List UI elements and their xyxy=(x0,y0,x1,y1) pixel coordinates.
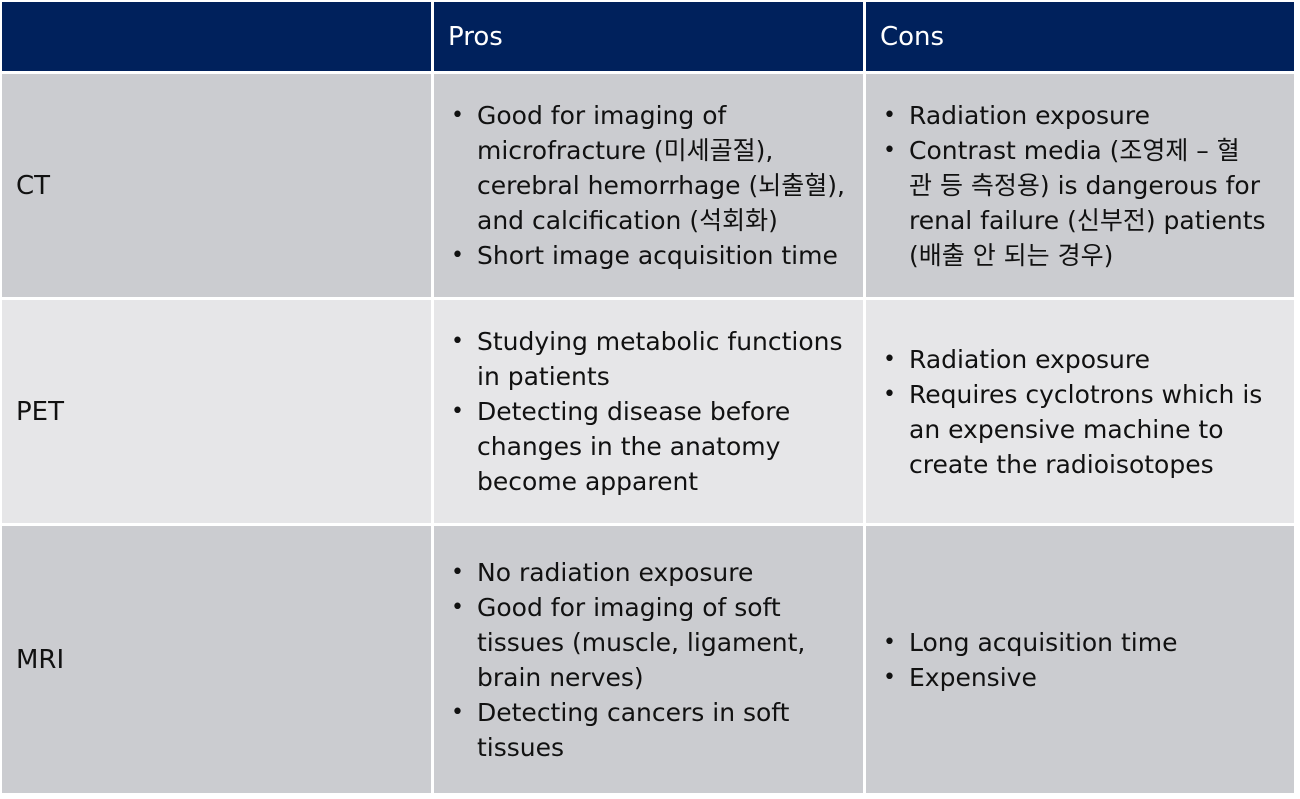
header-blank-cell xyxy=(2,2,431,71)
header-pros-label: Pros xyxy=(448,21,503,52)
header-cons-cell: Cons xyxy=(866,2,1294,71)
list-item-text: Short image acquisition time xyxy=(477,241,838,270)
row-label-text: CT xyxy=(16,170,51,201)
list-item: • Short image acquisition time xyxy=(446,238,845,273)
list-item-text: Radiation exposure xyxy=(909,101,1150,130)
list-item: • Contrast media (조영제 – 혈 관 등 측정용) is dan… xyxy=(878,133,1266,273)
list-item: • Radiation exposure xyxy=(878,342,1262,377)
ct-cons-cell: • Radiation exposure • Contrast media (조영제… xyxy=(866,74,1294,297)
pet-pros-cell: • Studying metabolic functions in patient… xyxy=(434,300,863,523)
bullet-icon: • xyxy=(451,103,464,128)
bullet-icon: • xyxy=(883,629,896,655)
bullet-icon: • xyxy=(883,138,896,163)
row-label-ct: CT xyxy=(2,74,431,297)
list-item: • Studying metabolic functions in patient… xyxy=(446,324,843,394)
list-item-text: Contrast media (조영제 – 혈 관 등 측정용) is dang… xyxy=(909,136,1266,270)
list-item-text: Good for imaging of microfracture (미세골절)… xyxy=(477,101,845,235)
ct-cons-list: • Radiation exposure • Contrast media (조영제… xyxy=(878,98,1266,273)
list-item-text: Radiation exposure xyxy=(909,344,1150,374)
list-item: • Requires cyclotrons which is an expensi… xyxy=(878,377,1262,482)
list-item: • Good for imaging of soft tissues (muscl… xyxy=(446,590,805,695)
row-label-pet: PET xyxy=(2,300,431,523)
row-label-mri: MRI xyxy=(2,526,431,793)
ct-pros-cell: • Good for imaging of microfracture (미세골절… xyxy=(434,74,863,297)
list-item: • Detecting cancers in soft tissues xyxy=(446,695,805,765)
header-cons-label: Cons xyxy=(880,21,945,52)
row-label-text: MRI xyxy=(16,644,65,675)
mri-cons-cell: • Long acquisition time • Expensive xyxy=(866,526,1294,793)
bullet-icon: • xyxy=(451,594,464,620)
bullet-icon: • xyxy=(451,243,464,268)
list-item-text: Detecting cancers in soft tissues xyxy=(477,697,790,762)
list-item-text: Long acquisition time xyxy=(909,627,1178,657)
list-item-text: Requires cyclotrons which is an expensiv… xyxy=(909,379,1263,479)
ct-pros-list: • Good for imaging of microfracture (미세골절… xyxy=(446,98,845,273)
mri-cons-list: • Long acquisition time • Expensive xyxy=(878,625,1177,695)
bullet-icon: • xyxy=(883,664,896,690)
list-item-text: Detecting disease before changes in the … xyxy=(477,397,791,496)
list-item-text: Good for imaging of soft tissues (muscle… xyxy=(477,592,806,692)
pet-cons-list: • Radiation exposure • Requires cyclotrons… xyxy=(878,342,1262,482)
list-item: • Long acquisition time xyxy=(878,625,1177,660)
bullet-icon: • xyxy=(451,559,464,585)
bullet-icon: • xyxy=(451,329,464,354)
list-item-text: No radiation exposure xyxy=(477,557,754,587)
list-item: • Radiation exposure xyxy=(878,98,1266,133)
list-item: • Good for imaging of microfracture (미세골절… xyxy=(446,98,845,238)
mri-pros-list: • No radiation exposure • Good for imaging… xyxy=(446,555,805,765)
mri-pros-cell: • No radiation exposure • Good for imaging… xyxy=(434,526,863,793)
list-item-text: Expensive xyxy=(909,662,1037,692)
list-item: • Detecting disease before changes in the… xyxy=(446,394,843,499)
list-item: • Expensive xyxy=(878,660,1177,695)
row-label-text: PET xyxy=(16,396,64,427)
bullet-icon: • xyxy=(883,103,896,128)
list-item-text: Studying metabolic functions in patients xyxy=(477,327,843,391)
header-pros-cell: Pros xyxy=(434,2,863,71)
bullet-icon: • xyxy=(451,399,464,424)
bullet-icon: • xyxy=(451,699,464,725)
pet-pros-list: • Studying metabolic functions in patient… xyxy=(446,324,843,499)
list-item: • No radiation exposure xyxy=(446,555,805,590)
bullet-icon: • xyxy=(883,381,896,407)
bullet-icon: • xyxy=(883,346,896,372)
pet-cons-cell: • Radiation exposure • Requires cyclotrons… xyxy=(866,300,1294,523)
